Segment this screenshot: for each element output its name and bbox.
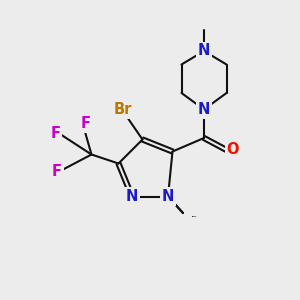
Text: F: F bbox=[52, 164, 62, 178]
Text: F: F bbox=[80, 116, 91, 131]
Text: N: N bbox=[198, 102, 210, 117]
Text: Br: Br bbox=[114, 102, 132, 117]
Text: F: F bbox=[50, 126, 61, 141]
Text: methyl: methyl bbox=[191, 215, 197, 217]
Text: N: N bbox=[162, 189, 174, 204]
Text: O: O bbox=[226, 142, 239, 158]
Text: N: N bbox=[126, 189, 138, 204]
Text: N: N bbox=[198, 44, 210, 59]
